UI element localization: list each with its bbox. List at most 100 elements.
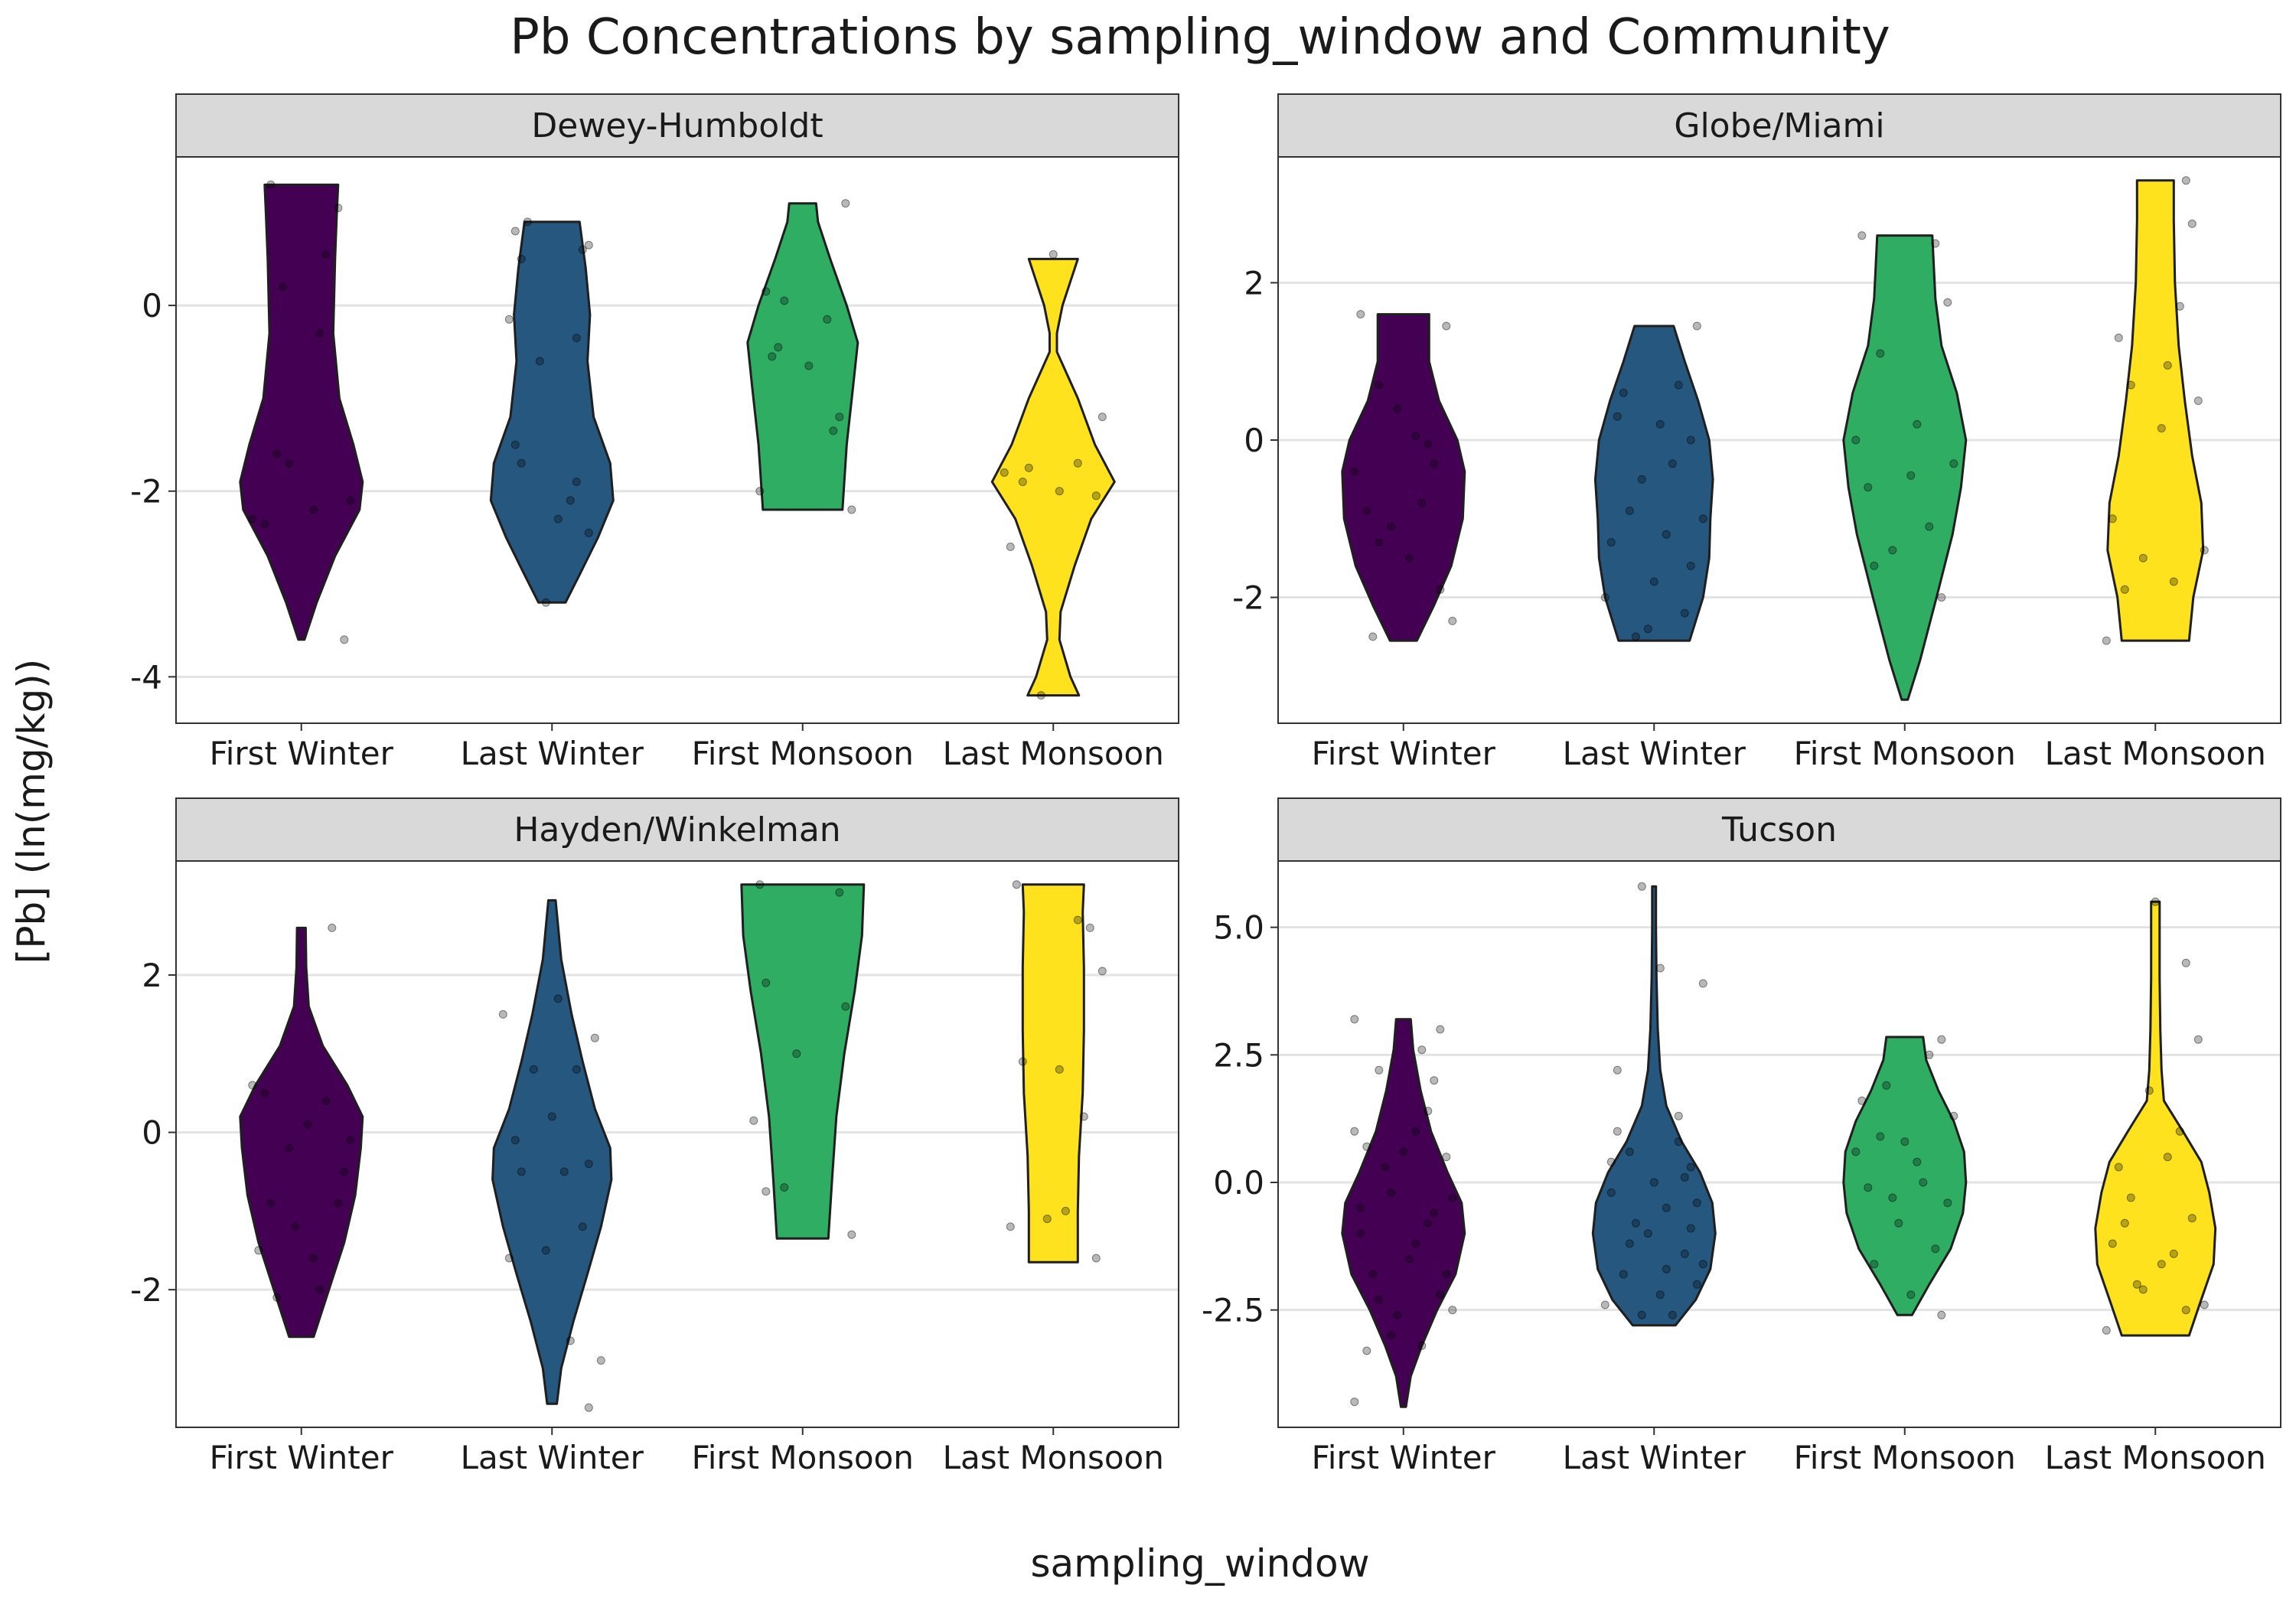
facet-panel: Hayden/Winkelman 2 0 -2 First Winter Last Win… <box>130 797 1179 1476</box>
data-point <box>1931 1244 1940 1254</box>
data-point <box>315 329 325 338</box>
data-point <box>328 923 337 932</box>
data-point <box>272 449 282 458</box>
data-point <box>590 1033 599 1042</box>
violin-first-winter <box>1341 313 1466 642</box>
data-point <box>2132 1280 2141 1289</box>
y-tick-label: -2.5 <box>1202 1292 1264 1329</box>
data-point <box>334 204 343 213</box>
data-point <box>517 458 526 468</box>
data-point <box>2181 958 2190 967</box>
data-point <box>1436 585 1445 594</box>
data-point <box>572 478 581 487</box>
data-point <box>1857 231 1867 240</box>
data-point <box>1097 413 1107 422</box>
data-point <box>1625 507 1634 515</box>
data-point <box>2200 546 2209 555</box>
data-point <box>1448 1306 1457 1315</box>
y-tick-label: 2 <box>1244 264 1264 302</box>
data-point <box>1637 474 1646 484</box>
data-point <box>1937 593 1946 602</box>
data-point <box>321 249 331 259</box>
data-point <box>1906 471 1916 480</box>
data-point <box>1405 553 1414 563</box>
panel-background <box>1278 861 2281 1427</box>
data-point <box>1417 498 1427 507</box>
data-point <box>2169 577 2178 586</box>
x-tick-label: Last Winter <box>1563 735 1746 772</box>
data-point <box>1356 1203 1365 1212</box>
data-point <box>1662 1264 1671 1273</box>
data-point <box>1925 522 1934 531</box>
x-tick-label: First Monsoon <box>1794 735 2016 772</box>
data-point <box>498 1009 507 1019</box>
data-point <box>1931 239 1940 248</box>
data-point <box>1674 1111 1683 1120</box>
data-point <box>1399 1147 1408 1156</box>
data-point <box>1356 310 1365 319</box>
data-point <box>291 1222 300 1231</box>
data-point <box>1006 543 1015 551</box>
data-point <box>1686 561 1695 570</box>
data-point <box>1018 1057 1027 1066</box>
data-point <box>1876 349 1885 358</box>
data-point <box>1024 463 1033 472</box>
data-point <box>584 528 593 537</box>
data-point <box>780 296 789 305</box>
data-point <box>584 1159 593 1169</box>
data-point <box>510 1136 520 1145</box>
violin-last-monsoon <box>1021 883 1085 1264</box>
data-point <box>541 598 550 607</box>
data-point <box>535 357 544 366</box>
x-tick-label: First Winter <box>210 735 394 772</box>
data-point <box>1405 1254 1414 1264</box>
data-point <box>1085 923 1094 932</box>
x-tick-label: Last Monsoon <box>2045 735 2266 772</box>
data-point <box>1668 459 1677 468</box>
facet-strip <box>1277 797 2281 862</box>
data-point <box>260 1088 269 1097</box>
data-point <box>1631 1218 1640 1228</box>
data-point <box>1375 1065 1384 1075</box>
data-point <box>2108 1239 2117 1248</box>
data-point <box>804 361 814 370</box>
data-point <box>1097 967 1107 976</box>
y-tick-label: 0.0 <box>1213 1164 1264 1202</box>
data-point <box>1643 1229 1652 1238</box>
facet-panel: Globe/Miami 2 0 -2 First Winter Last Winter Fi… <box>1232 93 2281 772</box>
data-point <box>762 287 771 296</box>
y-tick-label: -2 <box>1232 579 1264 617</box>
x-tick-label: First Winter <box>210 1439 394 1476</box>
facet-strip <box>175 797 1179 862</box>
data-point <box>578 1222 587 1231</box>
data-point <box>1362 1346 1371 1355</box>
data-point <box>510 440 520 449</box>
data-point <box>1600 593 1609 602</box>
data-point <box>2200 1300 2209 1309</box>
x-axis-title: sampling_window <box>1030 1541 1369 1586</box>
data-point <box>1643 625 1652 634</box>
data-point <box>1091 491 1101 501</box>
data-point <box>2126 380 2135 390</box>
data-point <box>1686 1224 1695 1233</box>
data-point <box>1692 1280 1701 1289</box>
data-point <box>340 635 349 644</box>
data-point <box>2193 396 2203 406</box>
data-point <box>1919 1178 1928 1187</box>
data-point <box>768 352 777 361</box>
x-tick-label: First Monsoon <box>692 735 914 772</box>
data-point <box>254 1246 263 1255</box>
data-point <box>596 1356 605 1365</box>
data-point <box>2157 1260 2166 1269</box>
data-point <box>1606 538 1616 547</box>
data-point <box>584 1403 593 1412</box>
data-point <box>566 1336 575 1345</box>
data-point <box>1668 1310 1677 1319</box>
data-point <box>835 413 844 422</box>
data-point <box>1698 979 1707 988</box>
chart-title: Pb Concentrations by sampling_window and… <box>510 9 1890 66</box>
data-point <box>346 1136 355 1145</box>
data-point <box>1913 1157 1922 1166</box>
